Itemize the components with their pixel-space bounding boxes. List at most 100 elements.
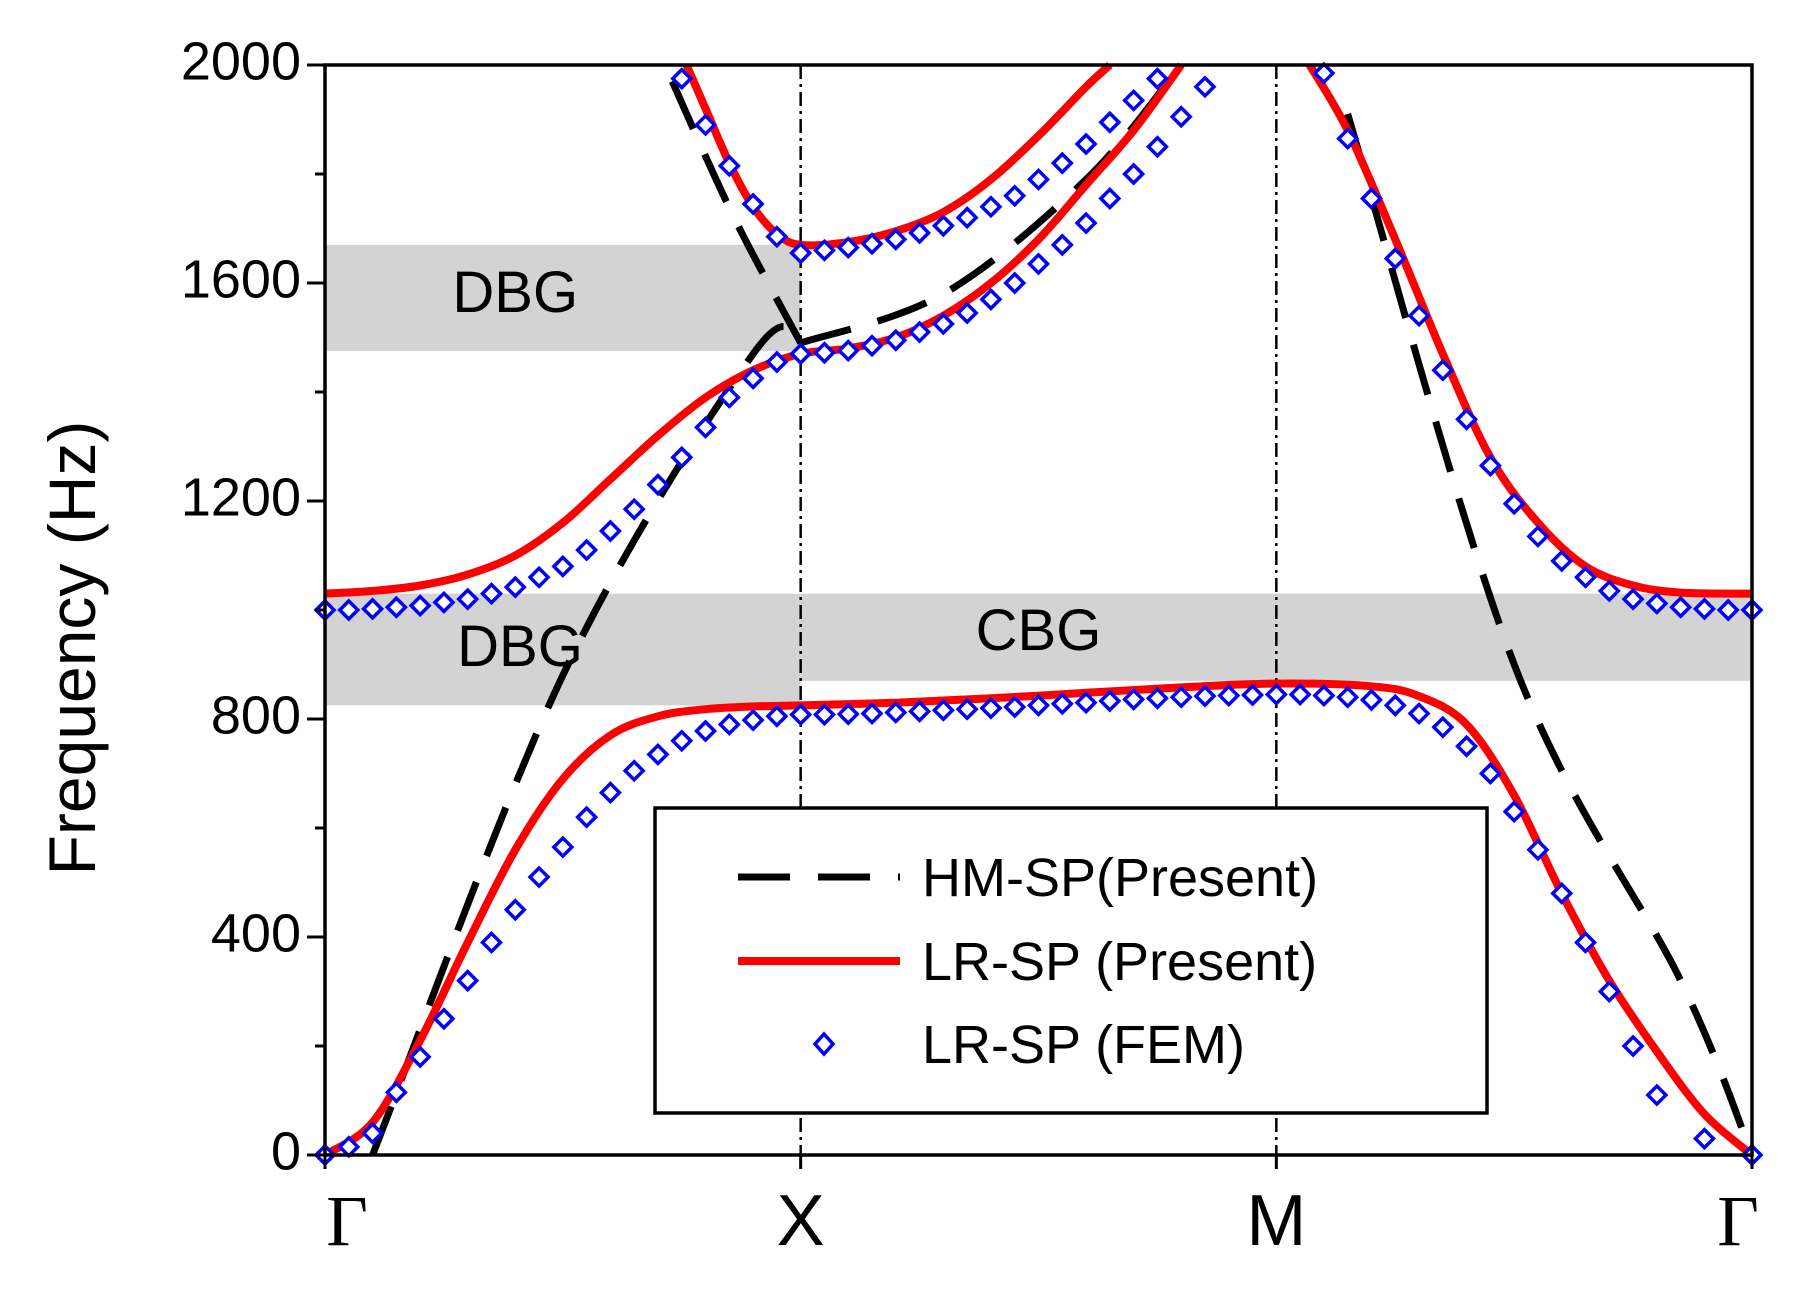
- fem-data-point: [884, 700, 908, 724]
- fem-data-point: [1550, 549, 1574, 573]
- band-gap-label: CBG: [976, 598, 1102, 663]
- fem-data-point: [789, 703, 813, 727]
- fem-data-point: [1645, 1083, 1669, 1107]
- fem-data-point: [408, 594, 432, 618]
- fem-data-point: [1027, 167, 1050, 191]
- fem-data-point: [931, 312, 955, 336]
- fem-data-point: [408, 1045, 432, 1069]
- fem-data-point: [670, 445, 694, 469]
- fem-data-point: [646, 473, 670, 497]
- fem-data-point: [1502, 492, 1526, 516]
- fem-data-point: [884, 227, 908, 251]
- fem-data-point: [503, 575, 527, 599]
- fem-data-point: [527, 565, 551, 589]
- fem-data-point: [908, 320, 932, 344]
- fem-data-point: [979, 287, 1003, 311]
- fem-data-point: [1074, 691, 1098, 715]
- fem-data-point: [1455, 407, 1479, 431]
- fem-data-point: [1597, 980, 1621, 1003]
- fem-data-point: [1336, 685, 1360, 709]
- fem-data-point: [551, 554, 575, 578]
- fem-data-point: [765, 704, 789, 728]
- band-gap-labels: DBG DBG CBG: [452, 260, 1101, 679]
- fem-data-point: [1383, 247, 1407, 270]
- fem-data-point: [1478, 454, 1502, 478]
- fem-data-point: [1431, 358, 1455, 382]
- fem-data-point: [1241, 683, 1265, 707]
- y-axis-ticks: 0 400 800 1200 1600 2000: [181, 31, 325, 1181]
- fem-data-point: [694, 719, 718, 743]
- y-tick-label: 400: [211, 903, 301, 963]
- fem-data-point: [1669, 595, 1693, 619]
- fem-data-point: [1692, 1127, 1716, 1151]
- fem-data-point: [432, 590, 456, 614]
- fem-data-point: [789, 241, 813, 265]
- fem-data-point: [717, 154, 741, 178]
- fem-data-point: [1455, 734, 1479, 758]
- fem-data-point: [860, 232, 884, 256]
- fem-data-point: [1169, 685, 1193, 709]
- fem-data-point: [456, 587, 480, 611]
- fem-data-point: [670, 67, 694, 91]
- fem-data-point: [908, 221, 932, 245]
- band-gap-region: [325, 593, 801, 706]
- fem-data-point: [1383, 693, 1407, 717]
- fem-data-point: [480, 930, 503, 954]
- fem-data-point: [931, 698, 955, 722]
- fem-data-point: [1645, 591, 1669, 615]
- fem-data-point: [979, 195, 1003, 219]
- fem-data-point: [1621, 587, 1645, 611]
- fem-data-point: [1122, 162, 1146, 186]
- fem-data-point: [361, 597, 385, 621]
- fem-data-point: [812, 341, 836, 365]
- fem-data-point: [884, 328, 908, 352]
- fem-data-point: [1359, 187, 1383, 210]
- y-axis-label: Frequency (Hz): [35, 421, 109, 876]
- legend-label-lr-sp-present: LR-SP (Present): [922, 932, 1317, 992]
- fem-data-point: [836, 702, 860, 726]
- fem-data-point: [1050, 692, 1074, 716]
- fem-data-point: [1574, 565, 1597, 589]
- fem-data-point: [765, 350, 789, 374]
- hm-sp-series-line: [369, 323, 802, 1157]
- fem-data-point: [860, 702, 884, 726]
- band-gap-region: [325, 244, 801, 352]
- x-tick-label: Γ: [326, 1181, 368, 1261]
- band-gap-label: DBG: [452, 260, 578, 325]
- fem-data-point: [1621, 1034, 1645, 1058]
- fem-markers: [313, 61, 1764, 1167]
- fem-data-point: [860, 334, 884, 358]
- fem-data-point: [741, 708, 765, 732]
- fem-data-point: [1145, 686, 1169, 710]
- hm-sp-series-line: [669, 79, 804, 345]
- fem-data-point: [1288, 683, 1312, 706]
- fem-data-point: [1193, 75, 1217, 99]
- fem-data-point: [836, 339, 860, 363]
- fem-data-point: [598, 519, 622, 543]
- fem-data-point: [527, 865, 551, 889]
- fem-data-point: [1145, 135, 1169, 159]
- fem-data-point: [384, 1080, 408, 1104]
- fem-data-point: [1074, 211, 1098, 235]
- fem-data-point: [622, 497, 646, 521]
- legend: HM-SP(Present) LR-SP (Present) LR-SP (FE…: [653, 806, 1489, 1115]
- fem-data-point: [1098, 689, 1122, 713]
- fem-data-point: [1597, 579, 1621, 603]
- fem-data-point: [551, 835, 575, 859]
- y-tick-label: 1200: [181, 467, 301, 527]
- fem-data-point: [1407, 304, 1431, 328]
- fem-data-point: [1098, 187, 1122, 210]
- fem-data-point: [1027, 252, 1050, 276]
- legend-label-hm-sp: HM-SP(Present): [922, 848, 1318, 908]
- fem-data-point: [789, 342, 813, 366]
- y-tick-label: 800: [211, 685, 301, 745]
- fem-data-point: [384, 595, 408, 619]
- fem-data-point: [1478, 762, 1502, 785]
- fem-data-point: [1407, 702, 1431, 726]
- hm-sp-series-line: [1344, 112, 1756, 1157]
- fem-data-point: [622, 759, 646, 783]
- fem-data-point: [741, 366, 765, 390]
- fem-data-point: [1526, 838, 1550, 862]
- fem-data-point: [812, 703, 836, 727]
